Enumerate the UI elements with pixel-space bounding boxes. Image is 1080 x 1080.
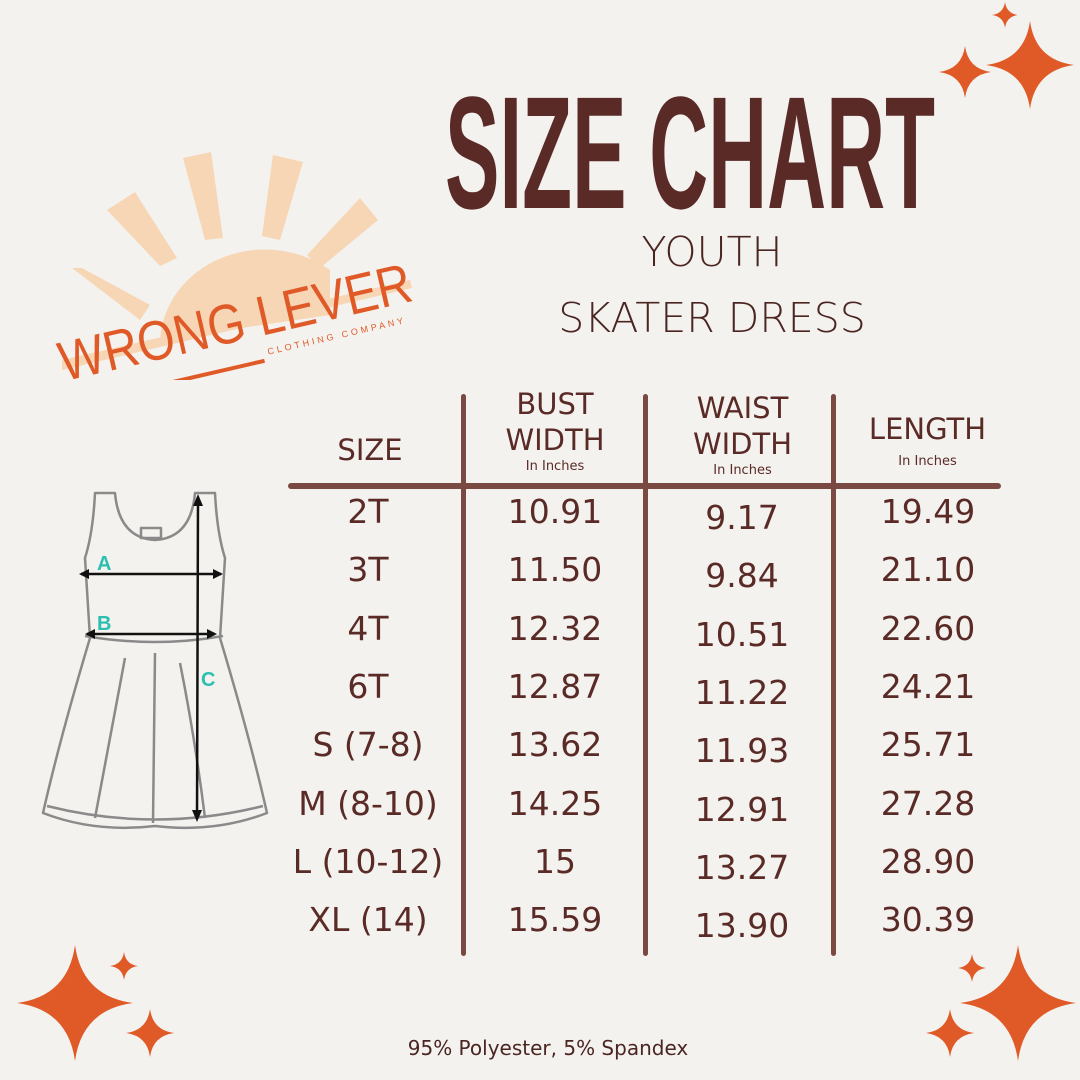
cell-length: 19.49 [880,492,976,531]
cell-waist: 13.27 [694,847,790,887]
cell-bust: 12.32 [507,608,603,648]
column-header-bust: BUST WIDTH In Inches [470,386,640,476]
column-header-size: SIZE [337,433,403,467]
label-a: A [97,553,111,575]
label-c: C [201,669,215,691]
material-note: 95% Polyester, 5% Spandex [407,1036,689,1060]
subtitle-youth: YOUTH [641,228,783,276]
unit-label: In Inches [713,463,772,478]
column-header-waist: WAIST WIDTH In Inches [655,390,830,480]
title-text: SIZE CHART [445,70,935,220]
cell-length: 27.28 [880,783,976,823]
cell-bust: 12.87 [507,666,603,706]
cell-bust: 10.91 [507,492,603,531]
cell-size: 2T [347,492,389,531]
cell-waist: 12.91 [694,789,790,829]
cell-bust: 14.25 [507,783,603,823]
brand-logo: WRONG LEVER CLOTHING COMPANY [53,152,418,380]
column-divider [643,394,648,956]
cell-size: 6T [347,666,389,706]
cell-length: 21.10 [880,550,976,590]
cell-length: 24.21 [880,666,976,706]
cell-size: L (10-12) [292,841,444,881]
label-b: B [97,613,111,635]
cell-waist: 13.90 [694,906,790,946]
cell-waist: 10.51 [694,614,790,654]
cell-waist: 11.22 [694,672,790,712]
cell-length: 30.39 [880,900,976,940]
column-header-length: LENGTH In Inches [840,411,1015,471]
dress-diagram-icon: A B C [41,491,269,830]
column-divider [831,394,836,956]
cell-bust: 15 [534,841,576,881]
cell-waist: 9.17 [705,498,779,537]
subtitle-product: SKATER DRESS [558,294,866,342]
cell-waist: 9.84 [705,556,779,596]
cell-bust: 15.59 [507,900,603,940]
page-title: SIZE CHART [445,70,935,220]
cell-bust: 11.50 [507,550,603,590]
cell-size: M (8-10) [298,783,438,823]
cell-waist: 11.93 [694,731,790,771]
unit-label: In Inches [525,459,585,474]
cell-size: XL (14) [308,900,428,940]
cell-size: 3T [347,550,389,590]
cell-size: S (7-8) [312,725,424,765]
cell-length: 28.90 [880,841,976,881]
sun-logo-icon [62,152,412,370]
cell-length: 22.60 [880,608,976,648]
cell-bust: 13.62 [507,725,603,765]
unit-label: In Inches [898,454,957,469]
cell-size: 4T [347,608,389,648]
cell-length: 25.71 [880,725,976,765]
column-divider [461,394,466,956]
